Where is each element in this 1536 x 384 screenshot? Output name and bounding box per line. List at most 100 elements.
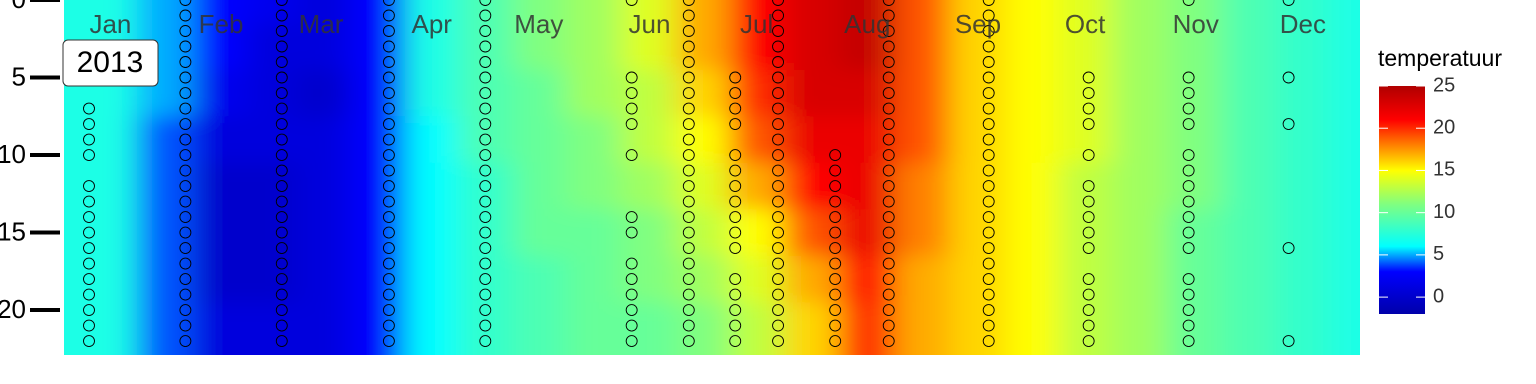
sample-point	[829, 319, 842, 332]
colorbar-label: 20	[1433, 117, 1455, 139]
sample-point	[479, 118, 492, 130]
sample-point	[682, 71, 695, 84]
month-labels: Jan Feb Mar Apr May Jun Jul Aug Sep Oct Nov Dec	[89, 9, 1326, 39]
heat-cell	[87, 0, 138, 24]
sample-point	[982, 211, 995, 223]
sample-point	[479, 226, 492, 239]
sample-point	[729, 195, 742, 208]
heat-cell	[838, 0, 895, 24]
sample-point	[275, 242, 288, 254]
sample-point	[1282, 0, 1295, 6]
sample-point	[625, 0, 638, 6]
panel-label-box	[62, 39, 159, 87]
heat-cell	[894, 0, 950, 24]
sample-point	[729, 242, 742, 254]
sample-point	[179, 180, 192, 192]
x-tick-label: Jan	[89, 9, 131, 39]
sample-point	[982, 304, 995, 316]
sample-point	[729, 71, 742, 84]
heat-cell	[1111, 0, 1168, 24]
heat-cell	[404, 162, 460, 210]
heat-cell	[1111, 302, 1168, 355]
sample-point	[729, 319, 742, 332]
sample-point	[829, 195, 842, 208]
sample-point	[382, 335, 395, 347]
sample-point	[1082, 273, 1095, 285]
sample-point	[882, 87, 895, 99]
heat-cell	[894, 209, 950, 257]
sample-point	[625, 319, 638, 332]
colorbar-label: 0	[1433, 285, 1444, 307]
sample-point	[275, 226, 288, 239]
heat-cell	[192, 255, 247, 303]
sample-point	[83, 102, 95, 115]
heat-cell	[949, 69, 1006, 117]
heat-cell	[1058, 302, 1113, 355]
heat-cell	[404, 302, 460, 355]
heat-cell	[1058, 69, 1113, 117]
heat-cell	[1331, 0, 1360, 24]
x-tick-label: Mar	[299, 9, 344, 39]
sample-point	[479, 25, 492, 37]
heat-cell	[1222, 162, 1277, 210]
heat-cell	[949, 209, 1006, 257]
sample-point	[479, 257, 492, 270]
sample-point	[625, 226, 638, 239]
sample-point	[179, 71, 192, 84]
sample-point	[275, 9, 288, 22]
heat-cell	[1058, 255, 1113, 303]
sample-point	[179, 40, 192, 53]
sample-point	[982, 273, 995, 285]
heat-cell	[458, 69, 513, 117]
heat-cell	[137, 116, 194, 164]
sample-point	[479, 164, 492, 177]
sample-point	[382, 0, 395, 6]
sample-point	[772, 149, 784, 161]
sample-point	[772, 304, 784, 316]
heat-cell	[620, 162, 677, 210]
sample-point	[83, 118, 95, 130]
sample-point	[83, 335, 95, 347]
heat-cell	[1167, 302, 1224, 355]
sample-point	[829, 180, 842, 192]
sample-point	[275, 319, 288, 332]
heat-cell	[246, 23, 297, 71]
x-tick-label: Aug	[844, 9, 890, 39]
heat-cell	[64, 116, 88, 164]
heat-cell	[404, 255, 460, 303]
sample-point	[275, 335, 288, 347]
heat-cell	[565, 302, 622, 355]
sample-point	[382, 242, 395, 254]
sample-point	[772, 257, 784, 270]
heat-cell	[246, 255, 297, 303]
sample-point	[179, 288, 192, 301]
heat-cell	[783, 255, 840, 303]
heat-cell	[458, 0, 513, 24]
heat-cell	[512, 255, 567, 303]
sample-point	[729, 149, 742, 161]
sample-point	[829, 226, 842, 239]
x-tick-label: Jun	[629, 9, 671, 39]
sample-point	[882, 257, 895, 270]
heat-cell	[1111, 255, 1168, 303]
sample-point	[982, 226, 995, 239]
heat-cell	[729, 209, 784, 257]
heat-cell	[676, 69, 731, 117]
sample-point	[479, 273, 492, 285]
sample-point	[625, 257, 638, 270]
sample-point	[729, 180, 742, 192]
sample-point	[729, 211, 742, 223]
sample-point	[882, 335, 895, 347]
sample-point	[382, 226, 395, 239]
sample-point	[882, 226, 895, 239]
heat-cell	[1276, 162, 1332, 210]
sample-point	[625, 211, 638, 223]
sample-point	[682, 242, 695, 254]
heat-cell	[1276, 0, 1332, 24]
heat-cell	[676, 209, 731, 257]
heat-cell	[404, 23, 460, 71]
sample-point	[682, 226, 695, 239]
heat-cell	[729, 162, 784, 210]
sample-point	[772, 288, 784, 301]
sample-point	[83, 273, 95, 285]
